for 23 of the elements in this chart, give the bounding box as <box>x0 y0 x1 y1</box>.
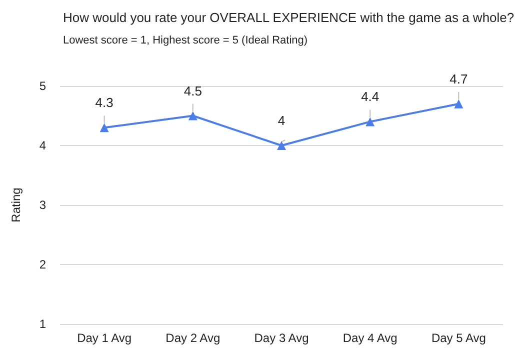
point <box>188 111 198 120</box>
data-label: 4.5 <box>184 83 202 98</box>
x-tick-label: Day 4 Avg <box>342 331 398 345</box>
y-tick-label: 3 <box>39 198 46 212</box>
y-axis-title: Rating <box>9 188 23 222</box>
point <box>454 99 464 108</box>
point <box>100 123 109 132</box>
y-tick-label: 4 <box>39 138 46 152</box>
y-tick-label: 1 <box>39 317 46 331</box>
point <box>277 141 286 150</box>
data-label: 4 <box>278 113 286 128</box>
x-tick-label: Day 1 Avg <box>77 331 132 345</box>
data-label: 4.3 <box>95 95 114 110</box>
x-tick-label: Day 2 Avg <box>166 331 220 345</box>
chart-title: How would you rate your OVERALL EXPERIENCE with the game as a whole? <box>63 10 514 25</box>
point <box>366 117 375 126</box>
data-label: 4.4 <box>361 89 380 104</box>
y-tick-label: 5 <box>39 79 46 93</box>
chart-subtitle: Lowest score = 1, Highest score = 5 (Ideal Rating) <box>63 34 308 46</box>
x-tick-label: Day 3 Avg <box>254 331 309 345</box>
x-tick-label: Day 5 Avg <box>431 331 486 345</box>
data-label: 4.7 <box>450 71 468 86</box>
y-tick-label: 2 <box>39 258 46 272</box>
